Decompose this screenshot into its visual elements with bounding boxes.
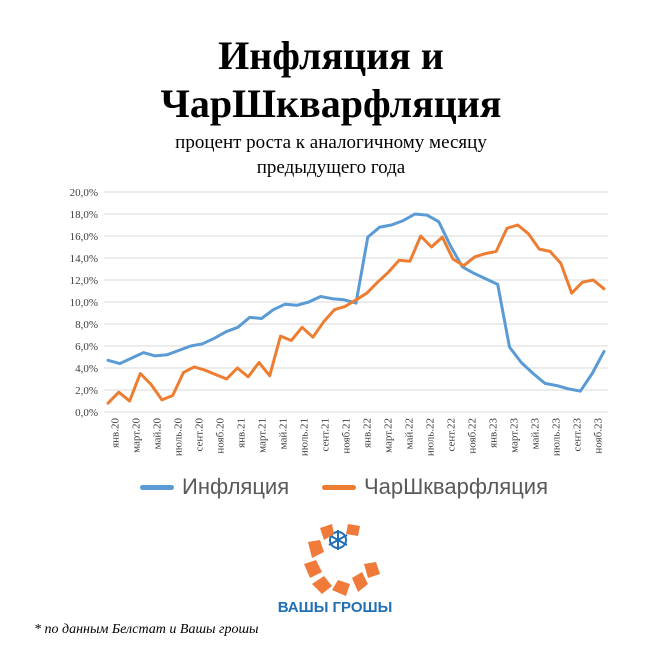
legend-swatch-charshkvarflation (322, 484, 356, 490)
chart-title-line2: ЧарШкварфляция (160, 81, 502, 126)
logo-snowflake-icon (328, 530, 348, 550)
y-tick-label: 14,0% (70, 253, 98, 265)
legend-swatch-inflation (140, 484, 174, 490)
y-tick-label: 2,0% (75, 385, 98, 397)
vashy-groshy-logo (304, 524, 380, 596)
x-tick-label: сент.22 (446, 418, 458, 452)
logo-orange-slices-icon (304, 524, 380, 596)
legend-label-charshkvarflation: ЧарШкварфляция (364, 474, 549, 499)
legend-item-inflation: Инфляция (140, 474, 289, 500)
y-tick-label: 4,0% (75, 363, 98, 375)
y-tick-label: 16,0% (70, 231, 98, 243)
y-tick-label: 10,0% (70, 297, 98, 309)
x-tick-label: март.22 (383, 418, 395, 453)
chart-legend: Инфляция ЧарШкварфляция (0, 474, 662, 510)
line-chart: 0,0% 2,0% 4,0% 6,0% 8,0% 10,0% 12,0% 14,0% 16,0%… (70, 187, 608, 457)
x-tick-label: сент.23 (572, 418, 584, 452)
chart-title-line1: Инфляция и (218, 33, 444, 78)
logo-text: ВАШЫ ГРОШЫ (277, 599, 393, 616)
x-tick-label: нояб.22 (467, 418, 479, 454)
x-tick-label: нояб.21 (341, 418, 353, 454)
x-tick-label: май.23 (530, 418, 542, 450)
x-tick-label: сент.21 (320, 418, 332, 452)
series-line-charshkvarflation (106, 223, 606, 405)
y-tick-label: 6,0% (75, 341, 98, 353)
y-tick-label: 8,0% (75, 319, 98, 331)
y-tick-label: 18,0% (70, 209, 98, 221)
footnote: * по данным Белстат и Вашы грошы (34, 622, 259, 637)
x-tick-label: май.21 (278, 418, 290, 449)
x-tick-label: март.23 (509, 418, 521, 453)
x-tick-label: май.20 (152, 418, 164, 450)
x-tick-label: май.22 (404, 418, 416, 449)
x-tick-label: март.20 (131, 418, 143, 453)
x-tick-label: сент.20 (194, 418, 206, 452)
x-tick-label: март.21 (257, 418, 269, 453)
y-tick-label: 0,0% (75, 407, 98, 419)
chart-subtitle-line2: предыдущего года (256, 157, 406, 178)
x-tick-label: июль.21 (299, 418, 311, 456)
series-line-inflation (106, 212, 606, 393)
x-tick-label: июль.20 (173, 418, 185, 457)
y-tick-label: 20,0% (70, 187, 98, 199)
x-tick-label: июль.23 (551, 418, 563, 457)
legend-label-inflation: Инфляция (182, 474, 290, 499)
x-tick-label: янв.22 (362, 418, 374, 448)
x-tick-label: нояб.23 (593, 418, 605, 454)
y-tick-label: 12,0% (70, 275, 98, 287)
x-tick-label: янв.23 (488, 418, 500, 448)
chart-subtitle-line1: процент роста к аналогичному месяцу (175, 132, 487, 153)
x-tick-label: июль.22 (425, 418, 437, 456)
legend-item-charshkvarflation: ЧарШкварфляция (322, 474, 548, 500)
x-tick-label: янв.20 (110, 418, 122, 448)
x-tick-label: нояб.20 (215, 418, 227, 454)
x-tick-label: янв.21 (236, 418, 248, 448)
